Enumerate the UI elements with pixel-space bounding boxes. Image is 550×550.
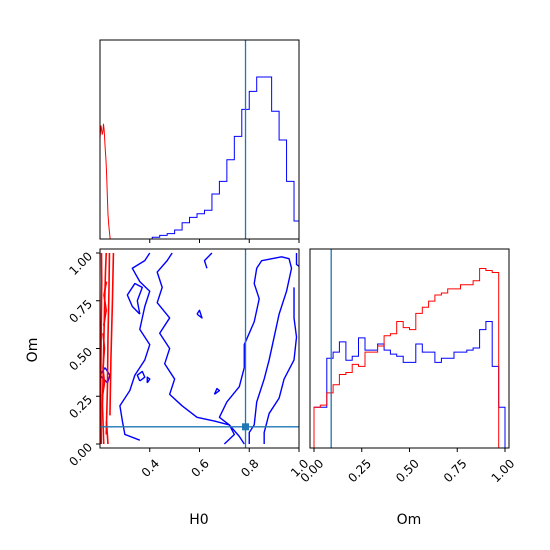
h0-marginal-plot [99, 40, 300, 240]
x-axis-label-om: Om [397, 512, 422, 528]
om-tick-label-0.25: 0.25 [66, 392, 95, 421]
h0-tick-label-0.4: 0.4 [139, 456, 162, 479]
joint-panel: 0.4 0.6 0.8 1.00.000.250.500.751.00 H0 Om [25, 248, 311, 528]
om-marginal-tick-label-0.50: 0.50 [393, 456, 422, 485]
om-tick-label-0.75: 0.75 [66, 297, 95, 326]
h0-tick-label-0.6: 0.6 [188, 456, 211, 479]
contour-line-blue-6 [136, 370, 146, 382]
contour-line-red-15 [109, 252, 115, 416]
om-marginal-tick-label-0.75: 0.75 [441, 456, 470, 485]
contour-line-red-18 [102, 281, 108, 326]
om-marginal-panel: 0.00 0.25 0.50 0.75 1.00 Om [298, 248, 518, 528]
om-marginal-plot [313, 249, 506, 449]
joint-contour-group [100, 249, 299, 448]
contour-line-blue-5 [196, 309, 203, 319]
h0-marginal-frame [99, 39, 300, 240]
om-tick-label-0.50: 0.50 [66, 345, 95, 374]
h0-marginal-panel [99, 39, 300, 243]
om-marginal-tick-label-1.00: 1.00 [489, 456, 518, 485]
joint-contour-plot [100, 249, 299, 448]
om-tick-label-0.00: 0.00 [66, 440, 95, 469]
x-axis-label-h0: H0 [189, 512, 208, 528]
h0-tick-label-0.8: 0.8 [238, 456, 261, 479]
joint-truth-marker [242, 423, 250, 431]
contour-line-blue-1 [156, 252, 236, 445]
contour-line-red-16 [105, 421, 109, 445]
contour-line-blue-9 [218, 256, 293, 445]
contour-line-red-14 [105, 252, 111, 435]
h0-marginal-ticks [149, 239, 300, 243]
contour-line-red-13 [100, 252, 103, 445]
contour-line-blue-0 [119, 252, 151, 441]
contour-line-red-17 [101, 333, 106, 397]
contour-line-red-12 [101, 252, 108, 445]
h0-histogram-blue-series [100, 76, 300, 240]
om-histogram-red-series [313, 267, 505, 449]
om-marginal-ticks: 0.00 0.25 0.50 0.75 1.00 [298, 448, 518, 485]
om-tick-label-1.00: 1.00 [66, 249, 95, 278]
contour-line-blue-7 [146, 376, 151, 384]
om-marginal-tick-label-0.25: 0.25 [345, 456, 374, 485]
contour-line-blue-2 [126, 282, 143, 315]
om-histogram-blue-series [313, 321, 506, 448]
contour-line-blue-8 [213, 387, 221, 395]
h0-histogram-red-series [99, 123, 111, 240]
y-axis-label-om: Om [25, 338, 41, 363]
contour-line-blue-3 [203, 252, 213, 269]
contour-line-blue-11 [295, 253, 299, 267]
